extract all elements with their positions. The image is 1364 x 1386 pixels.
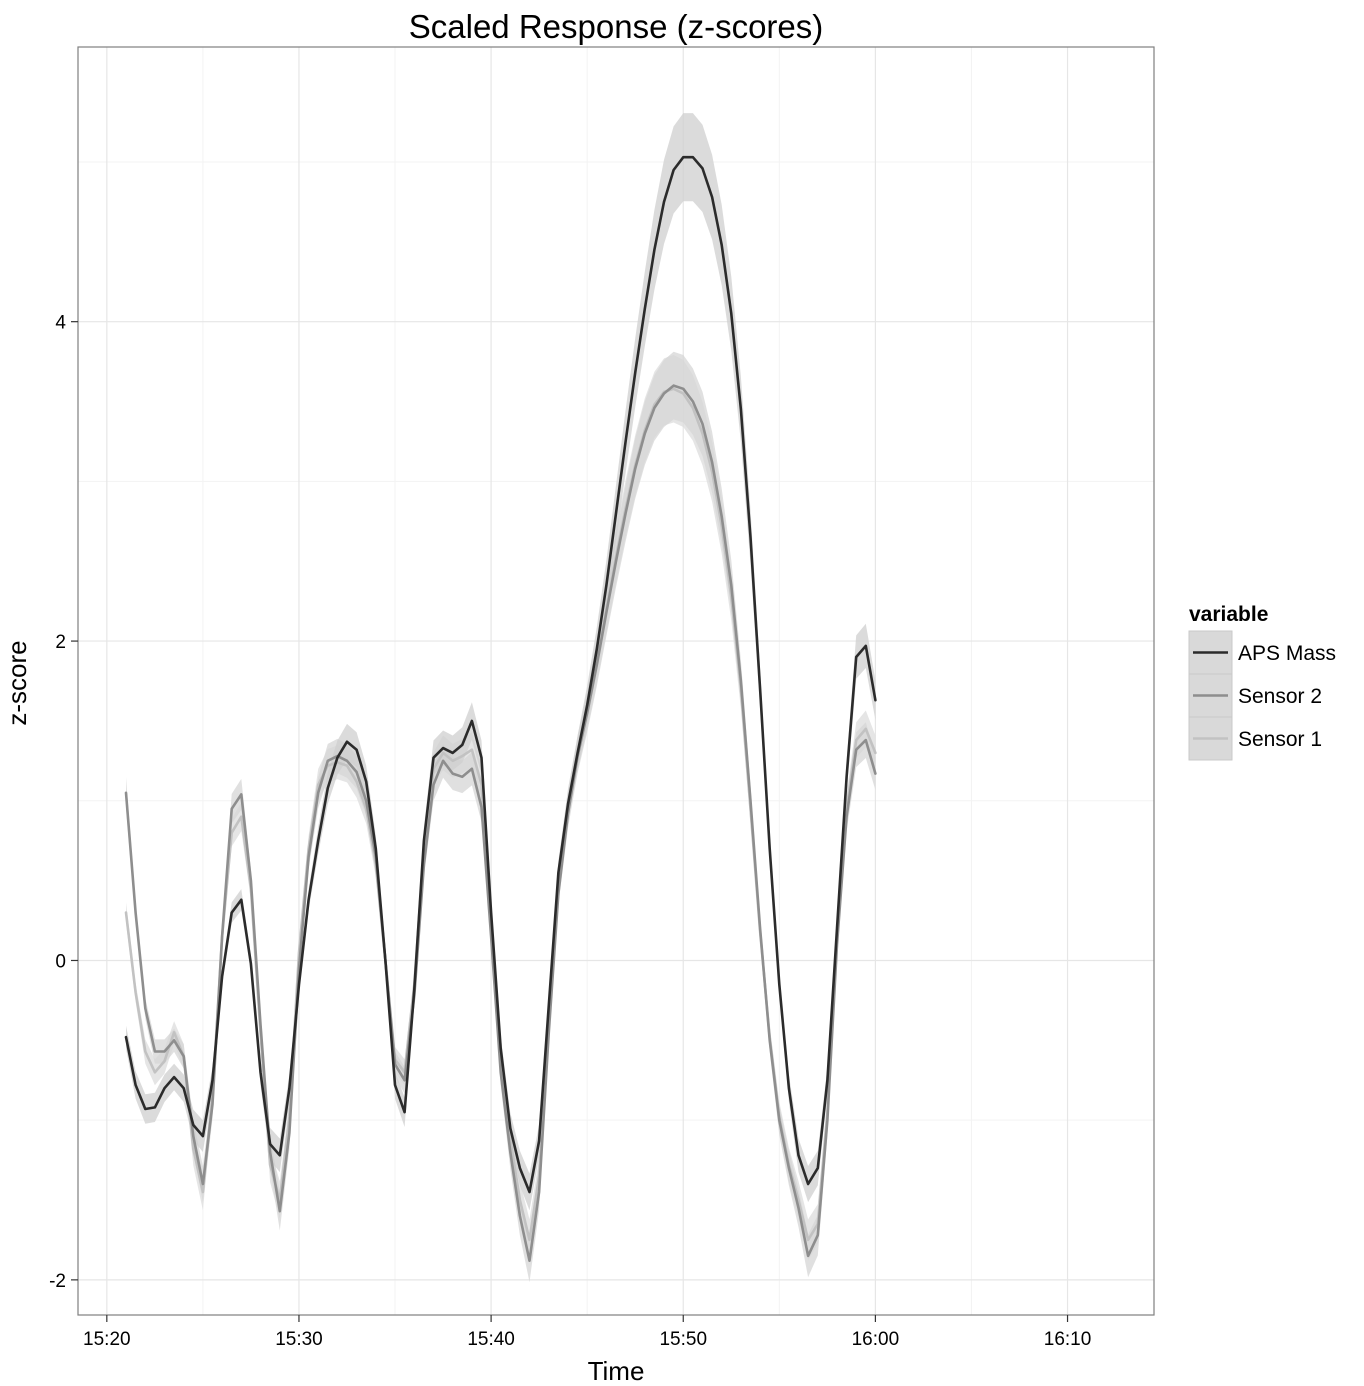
legend: variable APS Mass Sensor 2 Sensor 1 — [1188, 603, 1336, 761]
plot-background — [78, 47, 1154, 1315]
y-tick-label: -2 — [49, 1271, 66, 1292]
y-tick-label: 4 — [55, 313, 66, 334]
legend-label: Sensor 1 — [1238, 728, 1322, 751]
x-tick-label: 15:40 — [467, 1329, 515, 1350]
x-tick-label: 15:20 — [83, 1329, 131, 1350]
y-tick-label: 0 — [55, 951, 66, 972]
series-line-aps-mass — [124, 155, 877, 1194]
y-axis: -2 0 2 4 — [49, 313, 78, 1292]
legend-label: APS Mass — [1238, 642, 1336, 665]
x-tick-label: 15:50 — [659, 1329, 707, 1350]
legend-item: APS Mass — [1188, 630, 1336, 675]
series-lines — [124, 155, 877, 1262]
minor-gridlines — [78, 47, 1154, 1315]
x-axis-title: Time — [588, 1356, 645, 1386]
x-tick-label: 16:10 — [1044, 1329, 1092, 1350]
series-line-sensor-2 — [124, 384, 877, 1262]
legend-label: Sensor 2 — [1238, 685, 1322, 708]
legend-item: Sensor 2 — [1188, 673, 1322, 718]
y-axis-title: z-score — [2, 640, 32, 725]
legend-title: variable — [1189, 603, 1268, 626]
plot-border — [77, 46, 1155, 1316]
x-tick-label: 16:00 — [852, 1329, 900, 1350]
x-tick-label: 15:30 — [275, 1329, 323, 1350]
x-axis: 15:20 15:30 15:40 15:50 16:00 16:10 — [83, 1315, 1091, 1350]
plot-area — [77, 46, 1155, 1316]
legend-items: APS Mass Sensor 2 Sensor 1 — [1188, 630, 1336, 761]
legend-item: Sensor 1 — [1188, 716, 1322, 761]
chart-title: Scaled Response (z-scores) — [409, 8, 824, 45]
y-tick-label: 2 — [55, 632, 66, 653]
